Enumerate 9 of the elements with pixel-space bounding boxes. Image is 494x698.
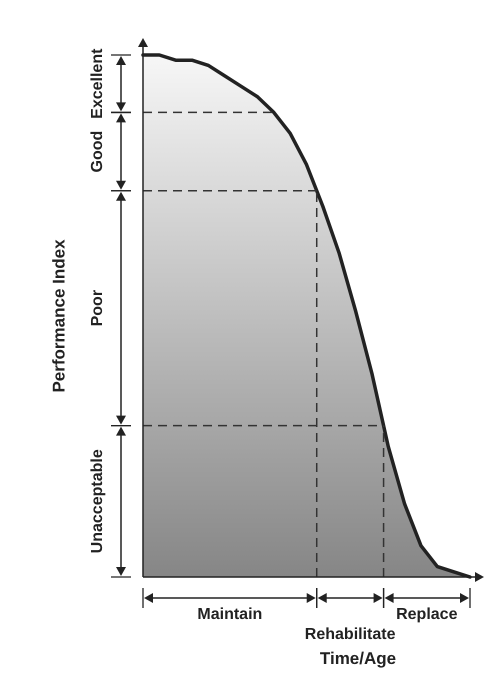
text: Rehabilitate [304, 626, 396, 643]
text: Good [89, 130, 106, 172]
x-axis-title: Time/Age [320, 649, 396, 668]
text: Excellent [89, 48, 106, 119]
text: Unacceptable [89, 449, 106, 554]
text: Maintain [197, 606, 262, 623]
y-axis-title: Performance Index [49, 238, 68, 393]
text: Poor [89, 290, 106, 326]
text: Replace [396, 606, 458, 623]
